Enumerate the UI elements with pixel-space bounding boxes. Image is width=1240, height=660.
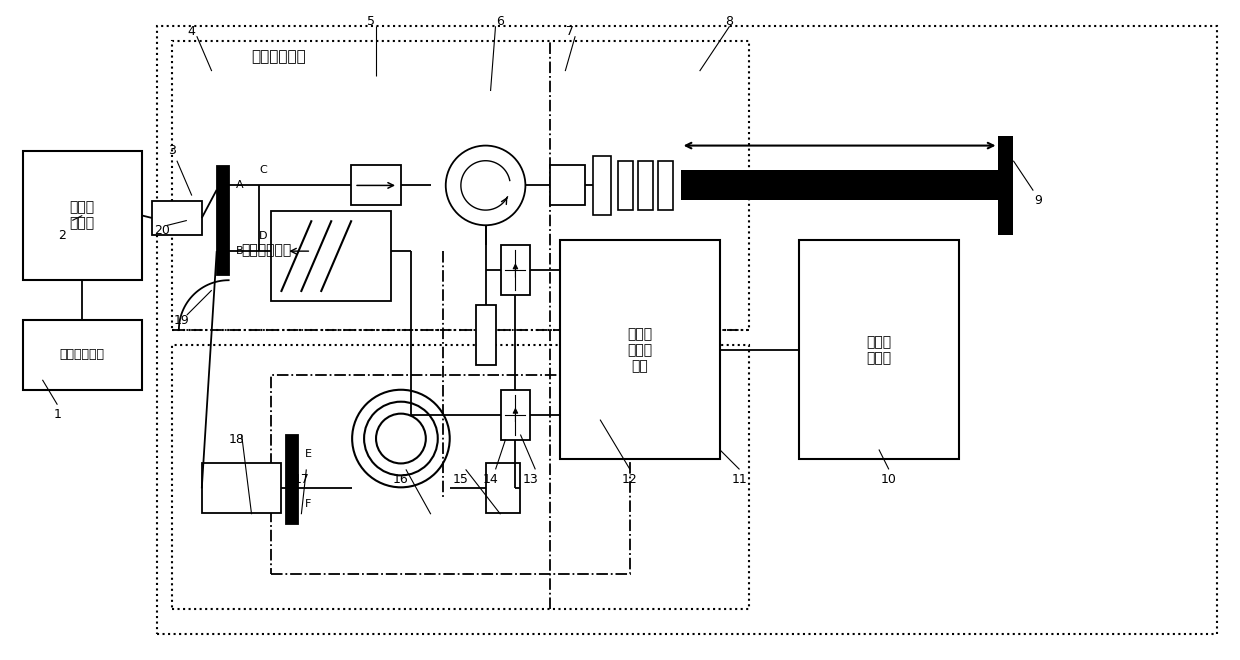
Bar (157, 26, 1218, 634)
Text: 18: 18 (228, 433, 244, 446)
Text: 15: 15 (453, 473, 469, 486)
Bar (618, 160, 632, 211)
Text: 12: 12 (622, 473, 637, 486)
Bar (272, 211, 391, 301)
Bar (272, 375, 630, 574)
Text: 13: 13 (522, 473, 538, 486)
Text: 3: 3 (167, 145, 176, 157)
Bar (800, 240, 959, 459)
Bar (153, 201, 202, 236)
Text: 16: 16 (393, 473, 409, 486)
Text: 辅助干涉系统: 辅助干涉系统 (242, 244, 291, 257)
Bar (202, 463, 281, 513)
Text: D: D (259, 231, 268, 241)
Text: F: F (305, 500, 311, 510)
Bar (501, 390, 531, 440)
Bar (217, 166, 228, 275)
Text: 4: 4 (188, 25, 196, 38)
Text: 11: 11 (732, 473, 748, 486)
Bar (486, 463, 521, 513)
Text: B: B (236, 246, 243, 256)
Text: 14: 14 (482, 473, 498, 486)
Text: 可调谐
激光器: 可调谐 激光器 (69, 201, 94, 230)
Text: 5: 5 (367, 15, 374, 28)
Text: 9: 9 (1034, 194, 1042, 207)
Bar (286, 434, 299, 524)
Text: 6: 6 (496, 15, 505, 28)
Text: 17: 17 (294, 473, 309, 486)
Text: 测量干涉系统: 测量干涉系统 (252, 49, 306, 63)
Bar (22, 320, 143, 390)
Bar (593, 156, 611, 215)
Text: 激光器控制器: 激光器控制器 (60, 348, 104, 362)
Text: 19: 19 (174, 314, 190, 327)
Text: 7: 7 (567, 25, 574, 38)
Bar (476, 305, 496, 365)
Text: 20: 20 (154, 224, 170, 237)
Bar (560, 240, 719, 459)
Bar (501, 246, 531, 295)
Bar (22, 150, 143, 280)
Text: 1: 1 (53, 408, 61, 421)
Text: 2: 2 (58, 229, 66, 242)
Bar (658, 160, 673, 211)
Bar (681, 170, 998, 201)
Bar (351, 166, 401, 205)
Text: 8: 8 (725, 15, 734, 28)
Bar (172, 41, 749, 330)
Text: 数据处
理系统: 数据处 理系统 (867, 335, 892, 365)
Text: 同步数
据采集
系统: 同步数 据采集 系统 (627, 327, 652, 373)
Bar (998, 135, 1013, 235)
Text: C: C (259, 166, 268, 176)
Text: E: E (305, 449, 312, 459)
Bar (551, 166, 585, 205)
Text: 10: 10 (880, 473, 897, 486)
Bar (637, 160, 653, 211)
Text: A: A (236, 180, 243, 191)
Bar (172, 345, 749, 609)
